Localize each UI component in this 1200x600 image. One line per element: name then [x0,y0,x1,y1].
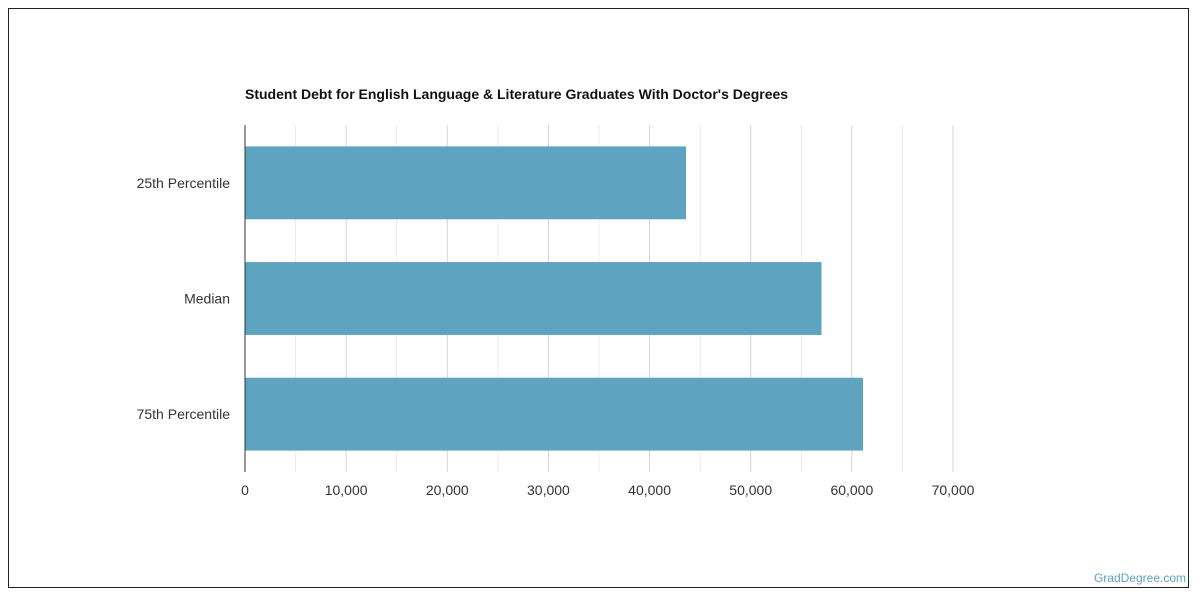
category-label: Median [184,291,230,307]
x-tick-label: 40,000 [628,482,671,498]
chart-title: Student Debt for English Language & Lite… [245,86,789,102]
source-credit: GradDegree.com [1093,571,1186,585]
x-tick-label: 50,000 [729,482,772,498]
x-tick-label: 30,000 [527,482,570,498]
category-label: 75th Percentile [137,406,231,422]
x-tick-label: 70,000 [932,482,975,498]
bar [245,146,686,220]
x-tick-label: 0 [241,482,249,498]
x-tick-label: 60,000 [830,482,873,498]
category-label: 25th Percentile [137,175,231,191]
bar [245,262,822,335]
bar [245,377,863,451]
x-tick-label: 10,000 [325,482,368,498]
x-tick-label: 20,000 [426,482,469,498]
